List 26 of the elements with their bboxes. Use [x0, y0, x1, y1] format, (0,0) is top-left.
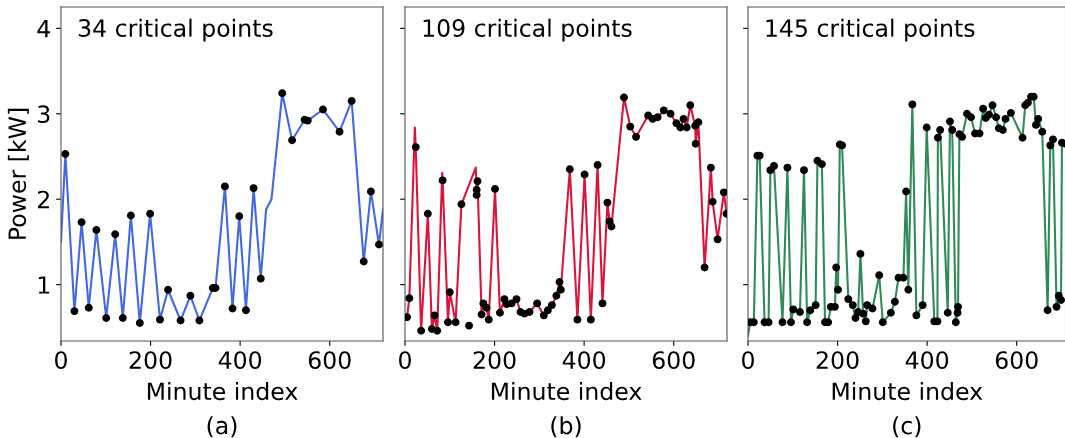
chart-title: 34 critical points	[78, 18, 273, 42]
x-tick-label: 600	[308, 351, 351, 369]
x-axis-title: Minute index	[832, 381, 983, 401]
x-axis-title: Minute index	[491, 381, 642, 401]
x-tick-label: 600	[995, 351, 1038, 369]
x-tick-label: 200	[816, 351, 859, 369]
x-tick-label: 0	[55, 351, 67, 369]
y-axis-title: Power [kW]	[7, 108, 29, 239]
x-axis-title: Minute index	[147, 381, 298, 401]
y-tick-label: 3	[38, 105, 50, 124]
text: (a)	[207, 416, 237, 438]
x-tick-label: 200	[473, 351, 516, 369]
x-tick-label: 0	[399, 351, 411, 369]
y-tick-label: 1	[38, 276, 50, 294]
chart-title: 145 critical points	[766, 18, 975, 42]
y-tick-label: 4	[37, 20, 50, 38]
text: (b)	[551, 416, 581, 438]
x-tick-label: 400	[905, 351, 949, 369]
x-tick-label: 200	[129, 351, 172, 369]
x-tick-label: 400	[562, 351, 606, 369]
x-tick-label: 400	[218, 351, 262, 369]
x-tick-label: 600	[652, 351, 695, 369]
text: (c)	[893, 416, 921, 438]
chart-title: 109 critical points	[423, 18, 632, 42]
y-tick-label: 2	[37, 190, 49, 209]
x-tick-label: 0	[742, 351, 754, 369]
